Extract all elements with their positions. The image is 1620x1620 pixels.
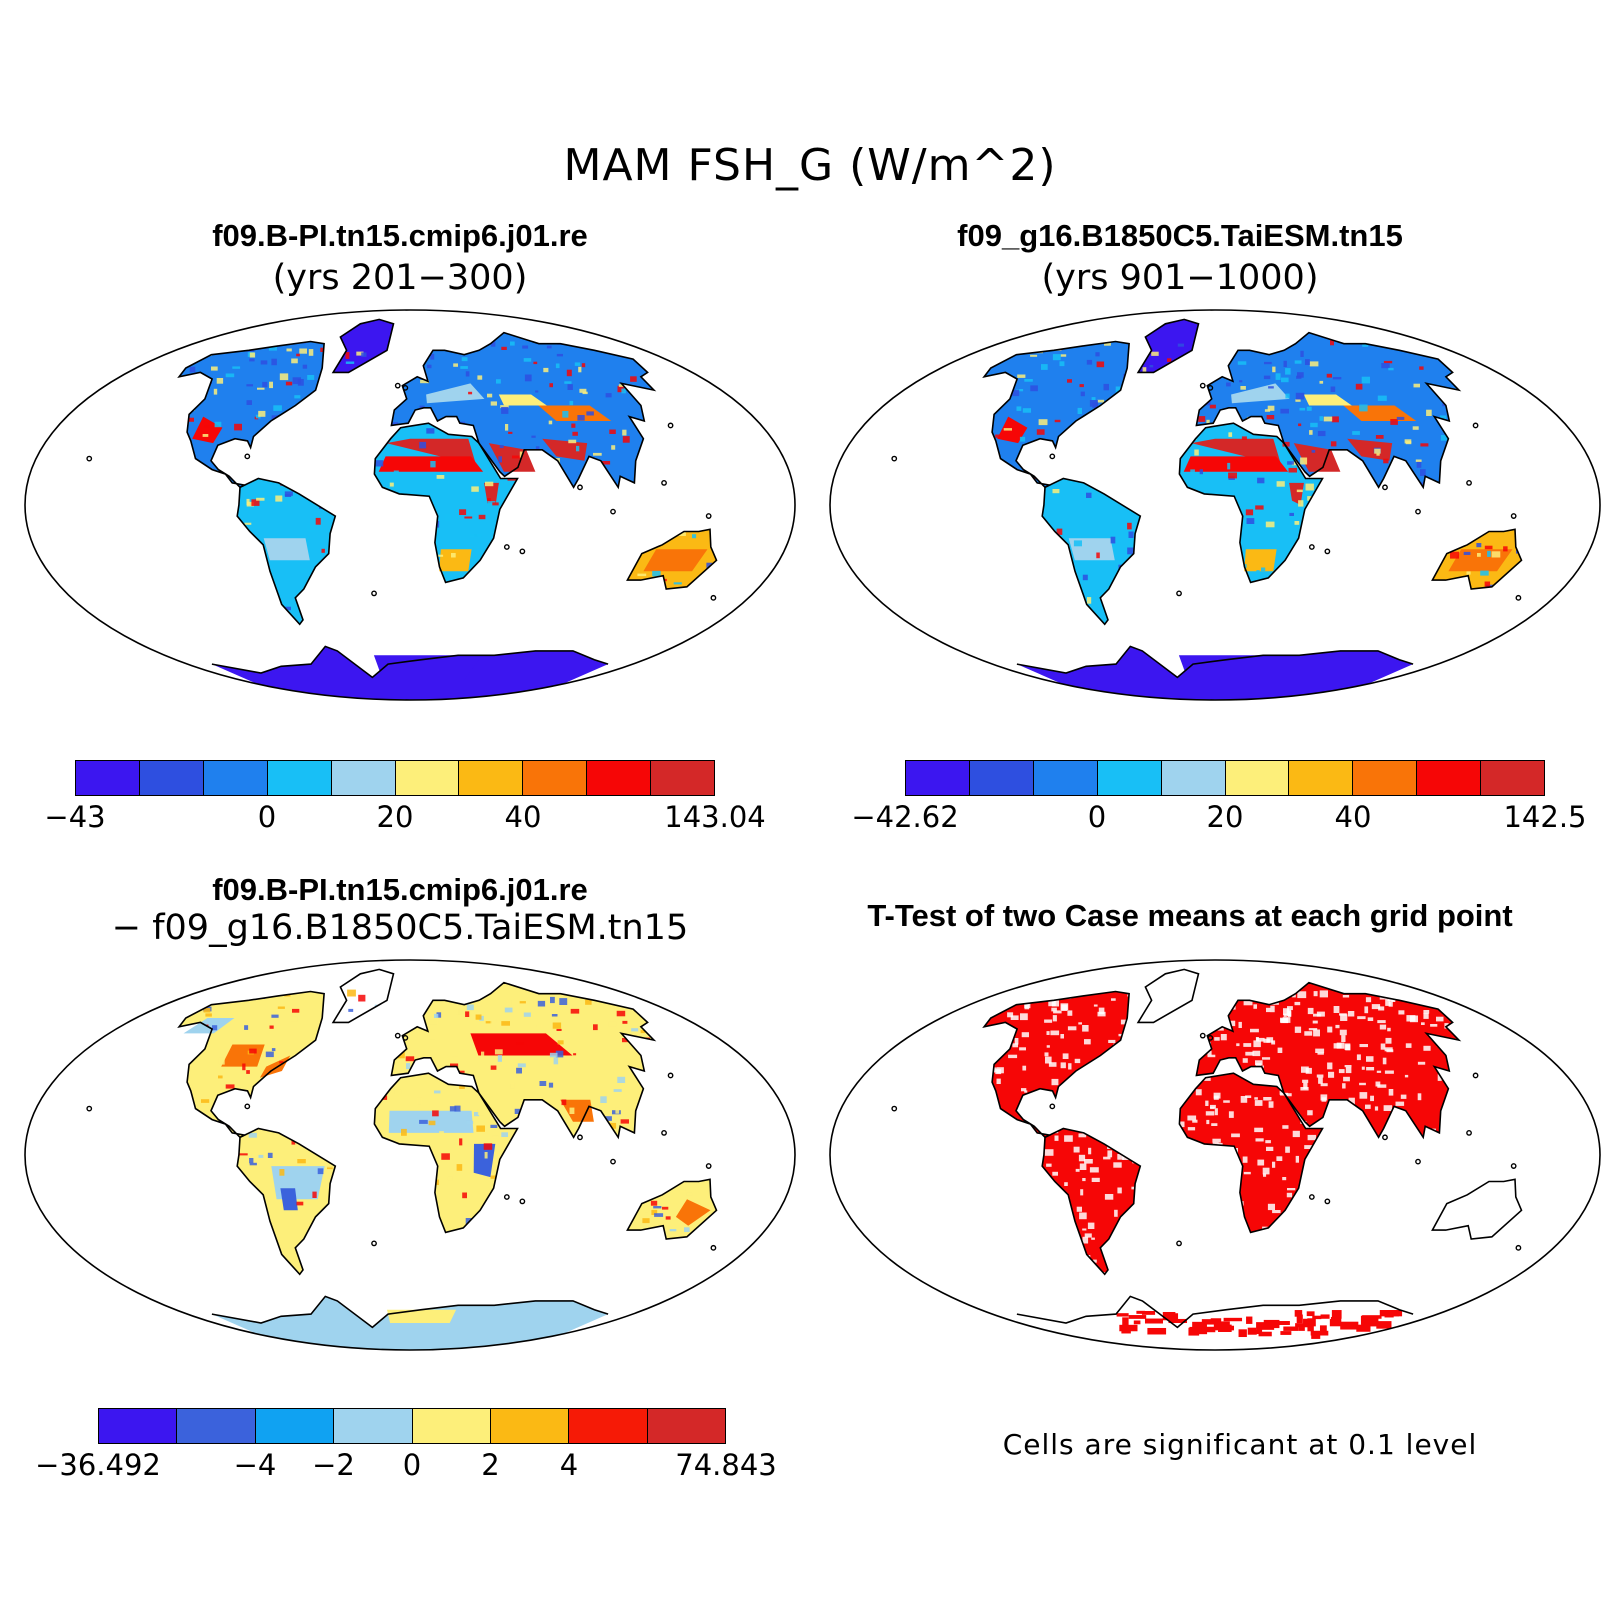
colorbar-tick-label: 40: [504, 800, 542, 834]
colorbar-box: [139, 761, 204, 795]
colorbar-box: [906, 761, 970, 795]
panel2-subtitle: (yrs 901−1000): [1041, 258, 1319, 298]
colorbar-tick-label: 40: [1334, 800, 1372, 834]
colorbar-tick-label: 142.5: [1503, 800, 1587, 834]
colorbar-box: [523, 761, 588, 795]
colorbar-case1: [75, 760, 715, 796]
colorbar-box: [647, 1409, 725, 1443]
colorbar-box: [569, 1409, 648, 1443]
colorbar-box: [76, 761, 140, 795]
colorbar-case2-ticks: −42.62 0 20 40 142.5: [851, 800, 1586, 840]
panel1-subtitle: (yrs 201−300): [272, 258, 528, 298]
colorbar-box: [203, 761, 268, 795]
colorbar-box: [177, 1409, 256, 1443]
map-ttest: [829, 959, 1601, 1351]
map-diff: [24, 959, 796, 1351]
colorbar-box: [412, 1409, 491, 1443]
colorbar-box: [331, 761, 396, 795]
colorbar-box: [334, 1409, 413, 1443]
colorbar-tick-label: 0: [257, 800, 277, 834]
map-case1: [24, 309, 796, 701]
colorbar-box: [1225, 761, 1290, 795]
colorbar-tick-label: −4: [233, 1448, 277, 1482]
colorbar-box: [1033, 761, 1098, 795]
colorbar-case1-ticks: −43 0 20 40 143.04: [44, 800, 765, 840]
panel3-title: f09.B-PI.tn15.cmip6.j01.re: [212, 872, 588, 907]
figure-title: MAM FSH_G (W/m^2): [563, 140, 1057, 191]
colorbar-box: [99, 1409, 178, 1443]
panel2-title: f09_g16.B1850C5.TaiESM.tn15: [957, 218, 1403, 253]
colorbar-tick-label: −2: [312, 1448, 355, 1482]
colorbar-case2: [905, 760, 1545, 796]
colorbar-box: [267, 761, 332, 795]
significance-note: Cells are significant at 0.1 level: [1002, 1428, 1478, 1461]
colorbar-box: [1417, 761, 1482, 795]
panel1-title: f09.B-PI.tn15.cmip6.j01.re: [212, 218, 588, 253]
colorbar-tick-label: −42.62: [851, 800, 959, 834]
colorbar-tick-label: 20: [376, 800, 414, 834]
colorbar-tick-label: 0: [402, 1448, 422, 1482]
colorbar-tick-label: 0: [1087, 800, 1107, 834]
panel4-title: T-Test of two Case means at each grid po…: [867, 898, 1513, 933]
colorbar-tick-label: 2: [481, 1448, 500, 1482]
colorbar-box: [969, 761, 1034, 795]
colorbar-box: [490, 1409, 570, 1443]
map-case2: [829, 309, 1601, 701]
colorbar-box: [395, 761, 460, 795]
colorbar-box: [587, 761, 652, 795]
colorbar-box: [1161, 761, 1226, 795]
colorbar-tick-label: −43: [44, 800, 106, 834]
colorbar-box: [255, 1409, 335, 1443]
colorbar-diff-ticks: −36.492 −4 −2 0 2 4 74.843: [35, 1448, 777, 1488]
colorbar-box: [1353, 761, 1418, 795]
colorbar-box: [459, 761, 524, 795]
colorbar-tick-label: 74.843: [675, 1448, 777, 1482]
colorbar-box: [1481, 761, 1545, 795]
colorbar-tick-label: 20: [1206, 800, 1244, 834]
colorbar-tick-label: 143.04: [664, 800, 766, 834]
colorbar-tick-label: −36.492: [35, 1448, 161, 1482]
colorbar-diff: [98, 1408, 726, 1444]
panel3-subtitle: − f09_g16.B1850C5.TaiESM.tn15: [111, 908, 689, 948]
colorbar-box: [651, 761, 715, 795]
colorbar-box: [1097, 761, 1162, 795]
colorbar-box: [1289, 761, 1354, 795]
colorbar-tick-label: 4: [559, 1448, 579, 1482]
